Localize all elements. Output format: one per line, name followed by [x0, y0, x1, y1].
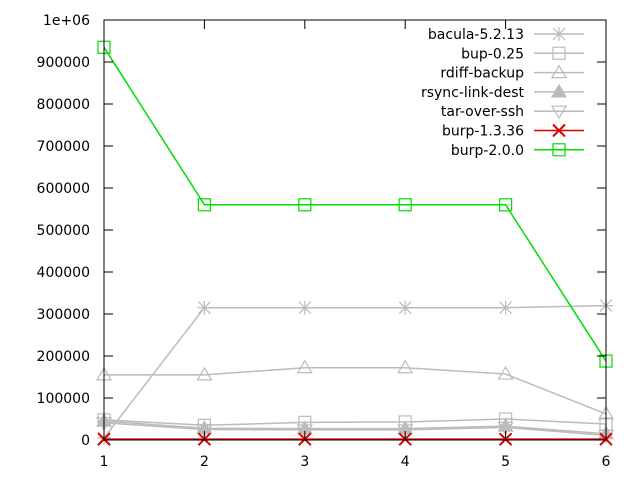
series-line — [104, 47, 606, 361]
y-tick-label: 800000 — [37, 97, 90, 113]
legend-entry: tar-over-ssh — [441, 104, 584, 120]
series-rdiff-backup — [97, 361, 613, 419]
x-tick-label: 4 — [401, 454, 410, 470]
series-burp-1.3.36 — [98, 433, 612, 445]
y-tick-label: 400000 — [37, 265, 90, 281]
x-tick-label: 2 — [200, 454, 209, 470]
legend-marker — [552, 85, 566, 97]
series-layer — [97, 41, 613, 445]
legend-entry: bup-0.25 — [461, 46, 584, 62]
legend-label: bup-0.25 — [461, 46, 524, 62]
legend-label: burp-2.0.0 — [451, 143, 524, 159]
data-point — [298, 361, 312, 373]
legend-label: rdiff-backup — [440, 66, 524, 82]
y-tick-label: 700000 — [37, 139, 90, 155]
legend-label: rsync-link-dest — [421, 85, 525, 101]
y-tick-label: 500000 — [37, 223, 90, 239]
legend-label: tar-over-ssh — [441, 104, 524, 120]
y-tick-label: 900000 — [37, 55, 90, 71]
x-tick-label: 6 — [602, 454, 611, 470]
legend-marker — [552, 106, 566, 118]
x-tick-label: 1 — [100, 454, 109, 470]
y-tick-label: 200000 — [37, 349, 90, 365]
legend: bacula-5.2.13 bup-0.25 rdiff-backup rsync-l… — [421, 27, 584, 159]
legend-marker — [552, 66, 566, 78]
series-burp-2.0.0 — [98, 41, 612, 367]
legend-marker — [552, 27, 566, 41]
series-line — [104, 419, 606, 425]
x-tick-label: 3 — [300, 454, 309, 470]
series-line — [104, 368, 606, 414]
legend-entry: rsync-link-dest — [421, 85, 584, 101]
legend-entry: rdiff-backup — [440, 66, 584, 82]
series-rsync-link-dest — [97, 414, 613, 439]
data-point — [499, 301, 513, 315]
legend-label: bacula-5.2.13 — [428, 27, 524, 43]
data-point — [298, 301, 312, 315]
y-tick-label: 600000 — [37, 181, 90, 197]
y-tick-label: 1e+06 — [43, 13, 90, 29]
y-tick-label: 100000 — [37, 391, 90, 407]
data-point — [398, 361, 412, 373]
x-tick-label: 5 — [501, 454, 510, 470]
y-tick-label: 300000 — [37, 307, 90, 323]
legend-label: burp-1.3.36 — [442, 124, 524, 140]
data-point — [197, 301, 211, 315]
y-tick-label: 0 — [81, 433, 90, 449]
axis-layer: 0 100000 200000 300000 400000 500000 600000 700… — [37, 13, 611, 470]
legend-entry: burp-1.3.36 — [442, 124, 584, 140]
legend-entry: burp-2.0.0 — [451, 143, 584, 159]
series-line — [104, 306, 606, 438]
legend-entry: bacula-5.2.13 — [428, 27, 584, 43]
plot-frame — [104, 20, 606, 440]
data-point — [398, 301, 412, 315]
